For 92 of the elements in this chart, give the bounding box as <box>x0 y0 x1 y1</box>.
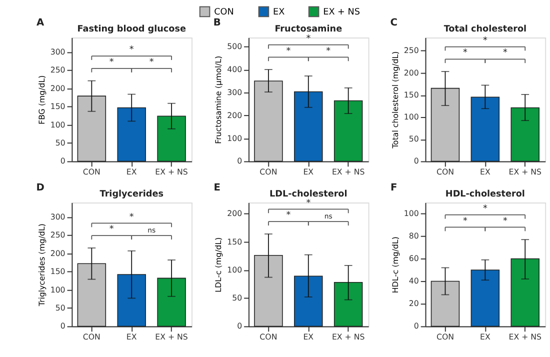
y-tick-label: 100 <box>404 112 419 122</box>
annotation: * <box>129 45 134 56</box>
y-tick-label: 250 <box>50 66 66 75</box>
x-tick-label: CON <box>82 167 101 176</box>
y-tick-label: 100 <box>50 120 66 130</box>
annotation: * <box>502 48 508 58</box>
y-tick-label: 100 <box>404 209 419 218</box>
annotation: * <box>286 210 292 221</box>
x-tick-label: EX + NS <box>155 167 188 176</box>
text: B <box>213 18 221 29</box>
legend-label: EX <box>273 8 285 18</box>
annotation: * <box>326 46 332 56</box>
y-tick-label: 300 <box>227 88 242 97</box>
y-tick-label: 50 <box>408 134 419 144</box>
chart-title: HDL-cholesterol <box>445 190 525 200</box>
annotation: * <box>286 46 292 56</box>
x-tick-label: EX <box>303 332 314 342</box>
y-tick-label: 20 <box>408 299 419 308</box>
x-tick-label: CON <box>436 167 454 176</box>
x-tick-label: EX <box>126 332 138 342</box>
y-tick-label: 200 <box>50 84 66 93</box>
x-tick-label: EX + NS <box>155 332 188 342</box>
y-axis-title: LDL-c (mg/dL) <box>214 237 224 292</box>
y-tick-label: 300 <box>50 47 66 56</box>
annotation: * <box>129 212 134 222</box>
annotation: * <box>482 36 488 46</box>
annotation: * <box>306 34 312 44</box>
y-tick-label: 0 <box>60 156 66 166</box>
y-tick-label: 150 <box>227 237 242 246</box>
y-tick-label: 0 <box>414 156 419 166</box>
text: F <box>390 182 398 194</box>
legend-label: CON <box>214 8 234 18</box>
y-tick-label: 100 <box>227 265 242 274</box>
y-axis-title: Triglycerides (mg/dL) <box>37 224 46 308</box>
y-tick-label: 200 <box>227 209 242 218</box>
x-tick-label: EX <box>126 167 138 176</box>
y-tick-label: 100 <box>50 285 66 294</box>
y-tick-label: 150 <box>50 102 66 112</box>
x-tick-label: CON <box>82 332 101 342</box>
y-tick-label: 0 <box>237 322 242 331</box>
y-tick-label: 200 <box>404 68 419 78</box>
annotation: * <box>482 204 488 214</box>
legend-label: EX + NS <box>323 8 360 18</box>
y-tick-label: 80 <box>408 232 419 241</box>
y-axis-title: Fructosamine (μmol/L) <box>214 56 224 144</box>
chart-title: Fasting blood glucose <box>77 24 186 35</box>
annotation: * <box>462 48 468 58</box>
annotation: * <box>306 198 312 208</box>
y-tick-label: 500 <box>227 42 242 52</box>
x-tick-label: EX <box>480 167 491 176</box>
x-tick-label: EX + NS <box>508 332 542 342</box>
annotation: * <box>109 224 114 235</box>
y-tick-label: 0 <box>414 322 419 331</box>
y-tick-label: 150 <box>50 267 66 276</box>
y-tick-label: 50 <box>55 138 66 148</box>
x-tick-label: EX + NS <box>508 167 542 176</box>
x-tick-label: CON <box>436 332 454 342</box>
x-tick-label: EX <box>303 167 314 176</box>
chart-title: LDL-cholesterol <box>270 190 348 200</box>
y-tick-label: 200 <box>227 110 242 120</box>
y-axis-title: FBG (mg/dL) <box>37 75 46 124</box>
x-tick-label: CON <box>260 167 278 176</box>
chart-title: Total cholesterol <box>444 24 527 35</box>
annotation: * <box>109 57 114 68</box>
text: C <box>390 18 398 29</box>
x-tick-label: EX <box>480 332 491 342</box>
annotation: * <box>462 216 468 226</box>
y-tick-label: 50 <box>55 303 66 312</box>
y-tick-label: 100 <box>227 134 242 143</box>
annotation: * <box>149 57 154 68</box>
chart-title: Fructosamine <box>274 24 342 35</box>
y-tick-label: 400 <box>227 65 242 74</box>
annotation: * <box>502 216 508 226</box>
text: E <box>214 182 220 194</box>
x-tick-label: EX + NS <box>332 167 365 176</box>
chart-title: Triglycerides <box>100 190 164 200</box>
y-tick-label: 50 <box>232 294 242 303</box>
x-tick-label: EX + NS <box>332 332 365 342</box>
text: D <box>36 182 44 194</box>
y-axis-title: HDL-c (mg/dL) <box>390 236 400 294</box>
y-tick-label: 250 <box>404 46 419 56</box>
y-tick-label: 150 <box>404 90 419 100</box>
y-tick-label: 250 <box>50 230 66 240</box>
y-tick-label: 0 <box>237 156 242 166</box>
y-tick-label: 300 <box>50 212 66 222</box>
text: A <box>36 18 44 29</box>
y-axis-title: Total cholesterol (mg/dL) <box>390 51 400 150</box>
y-tick-label: 60 <box>408 254 419 264</box>
y-tick-label: 40 <box>408 276 419 286</box>
y-tick-label: 200 <box>50 248 66 258</box>
y-tick-label: 0 <box>60 322 66 331</box>
x-tick-label: CON <box>260 332 278 342</box>
